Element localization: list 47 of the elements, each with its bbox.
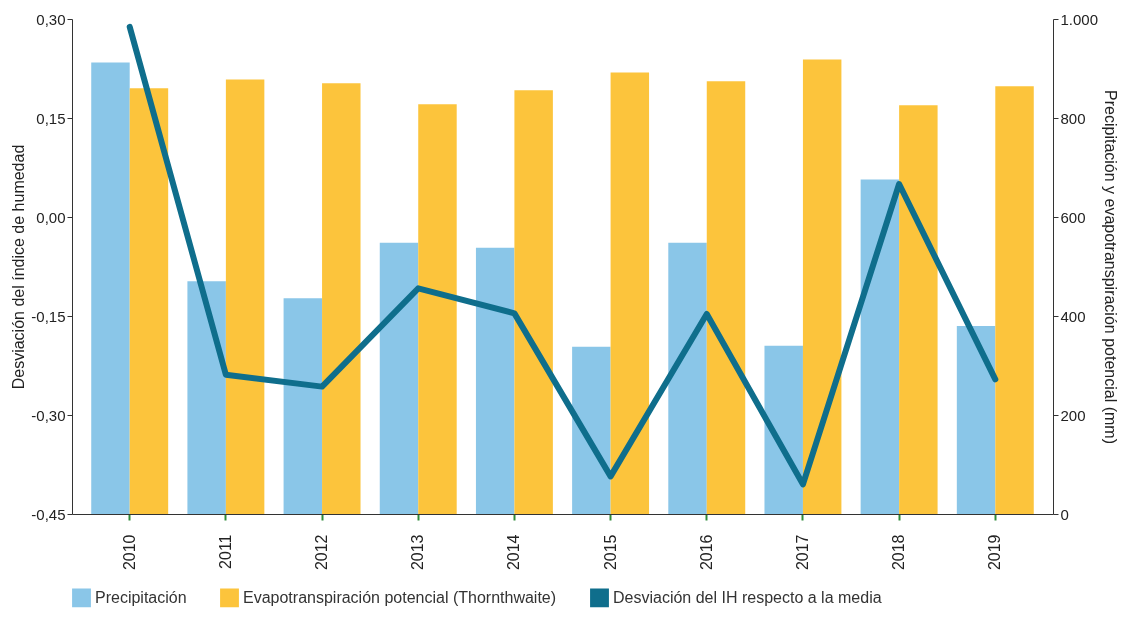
bar	[322, 83, 361, 514]
bar	[610, 72, 650, 514]
bar	[129, 88, 169, 514]
y-tick-label: -0,15	[31, 307, 66, 325]
y-tick-label: 0,30	[36, 10, 66, 28]
bar	[668, 242, 707, 514]
bar	[860, 179, 900, 514]
bar	[187, 281, 226, 514]
x-tick-label: 2010	[120, 534, 138, 571]
x-tick-label: 2018	[890, 534, 908, 571]
bar	[379, 242, 419, 514]
bar	[572, 346, 611, 514]
legend-label: Desviación del IH respecto a la media	[613, 588, 882, 606]
x-tick-label: 2017	[793, 534, 811, 571]
y-axis-title: Desviación del índice de humedad	[10, 144, 28, 390]
bar	[995, 86, 1034, 514]
bar	[475, 247, 515, 514]
y2-tick-label: 1.000	[1060, 10, 1099, 28]
y-tick-label: -0,30	[31, 406, 66, 424]
x-tick-label: 2014	[505, 534, 523, 571]
y2-tick-label: 0	[1060, 505, 1069, 523]
bar	[283, 298, 323, 514]
y-tick-label: 0,15	[36, 109, 66, 127]
y2-tick-label: 200	[1060, 406, 1086, 424]
bar	[418, 104, 457, 514]
bar	[899, 105, 938, 514]
bar	[802, 59, 842, 514]
bar	[764, 345, 803, 514]
y2-axis-title: Precipitación y evapotranspiración potencial (mm)	[1102, 90, 1120, 444]
x-tick-label: 2016	[697, 534, 715, 571]
y-tick-label: -0,45	[31, 505, 66, 523]
x-tick-label: 2011	[216, 534, 234, 569]
x-tick-label: 2012	[313, 534, 331, 571]
bar	[91, 62, 130, 514]
y2-tick-label: 400	[1060, 307, 1086, 325]
y2-tick-label: 800	[1060, 109, 1086, 127]
legend-label: Precipitación	[95, 588, 187, 606]
x-tick-label: 2013	[409, 534, 427, 571]
x-tick-label: 2015	[601, 534, 619, 571]
bar	[706, 81, 746, 514]
y-tick-label: 0,00	[36, 208, 66, 226]
bar	[225, 79, 265, 514]
y2-tick-label: 600	[1060, 208, 1086, 226]
bar	[514, 90, 553, 514]
x-tick-label: 2019	[986, 534, 1004, 571]
legend-label: Evapotranspiración potencial (Thornthwaite)	[243, 588, 557, 606]
bar	[956, 325, 996, 514]
